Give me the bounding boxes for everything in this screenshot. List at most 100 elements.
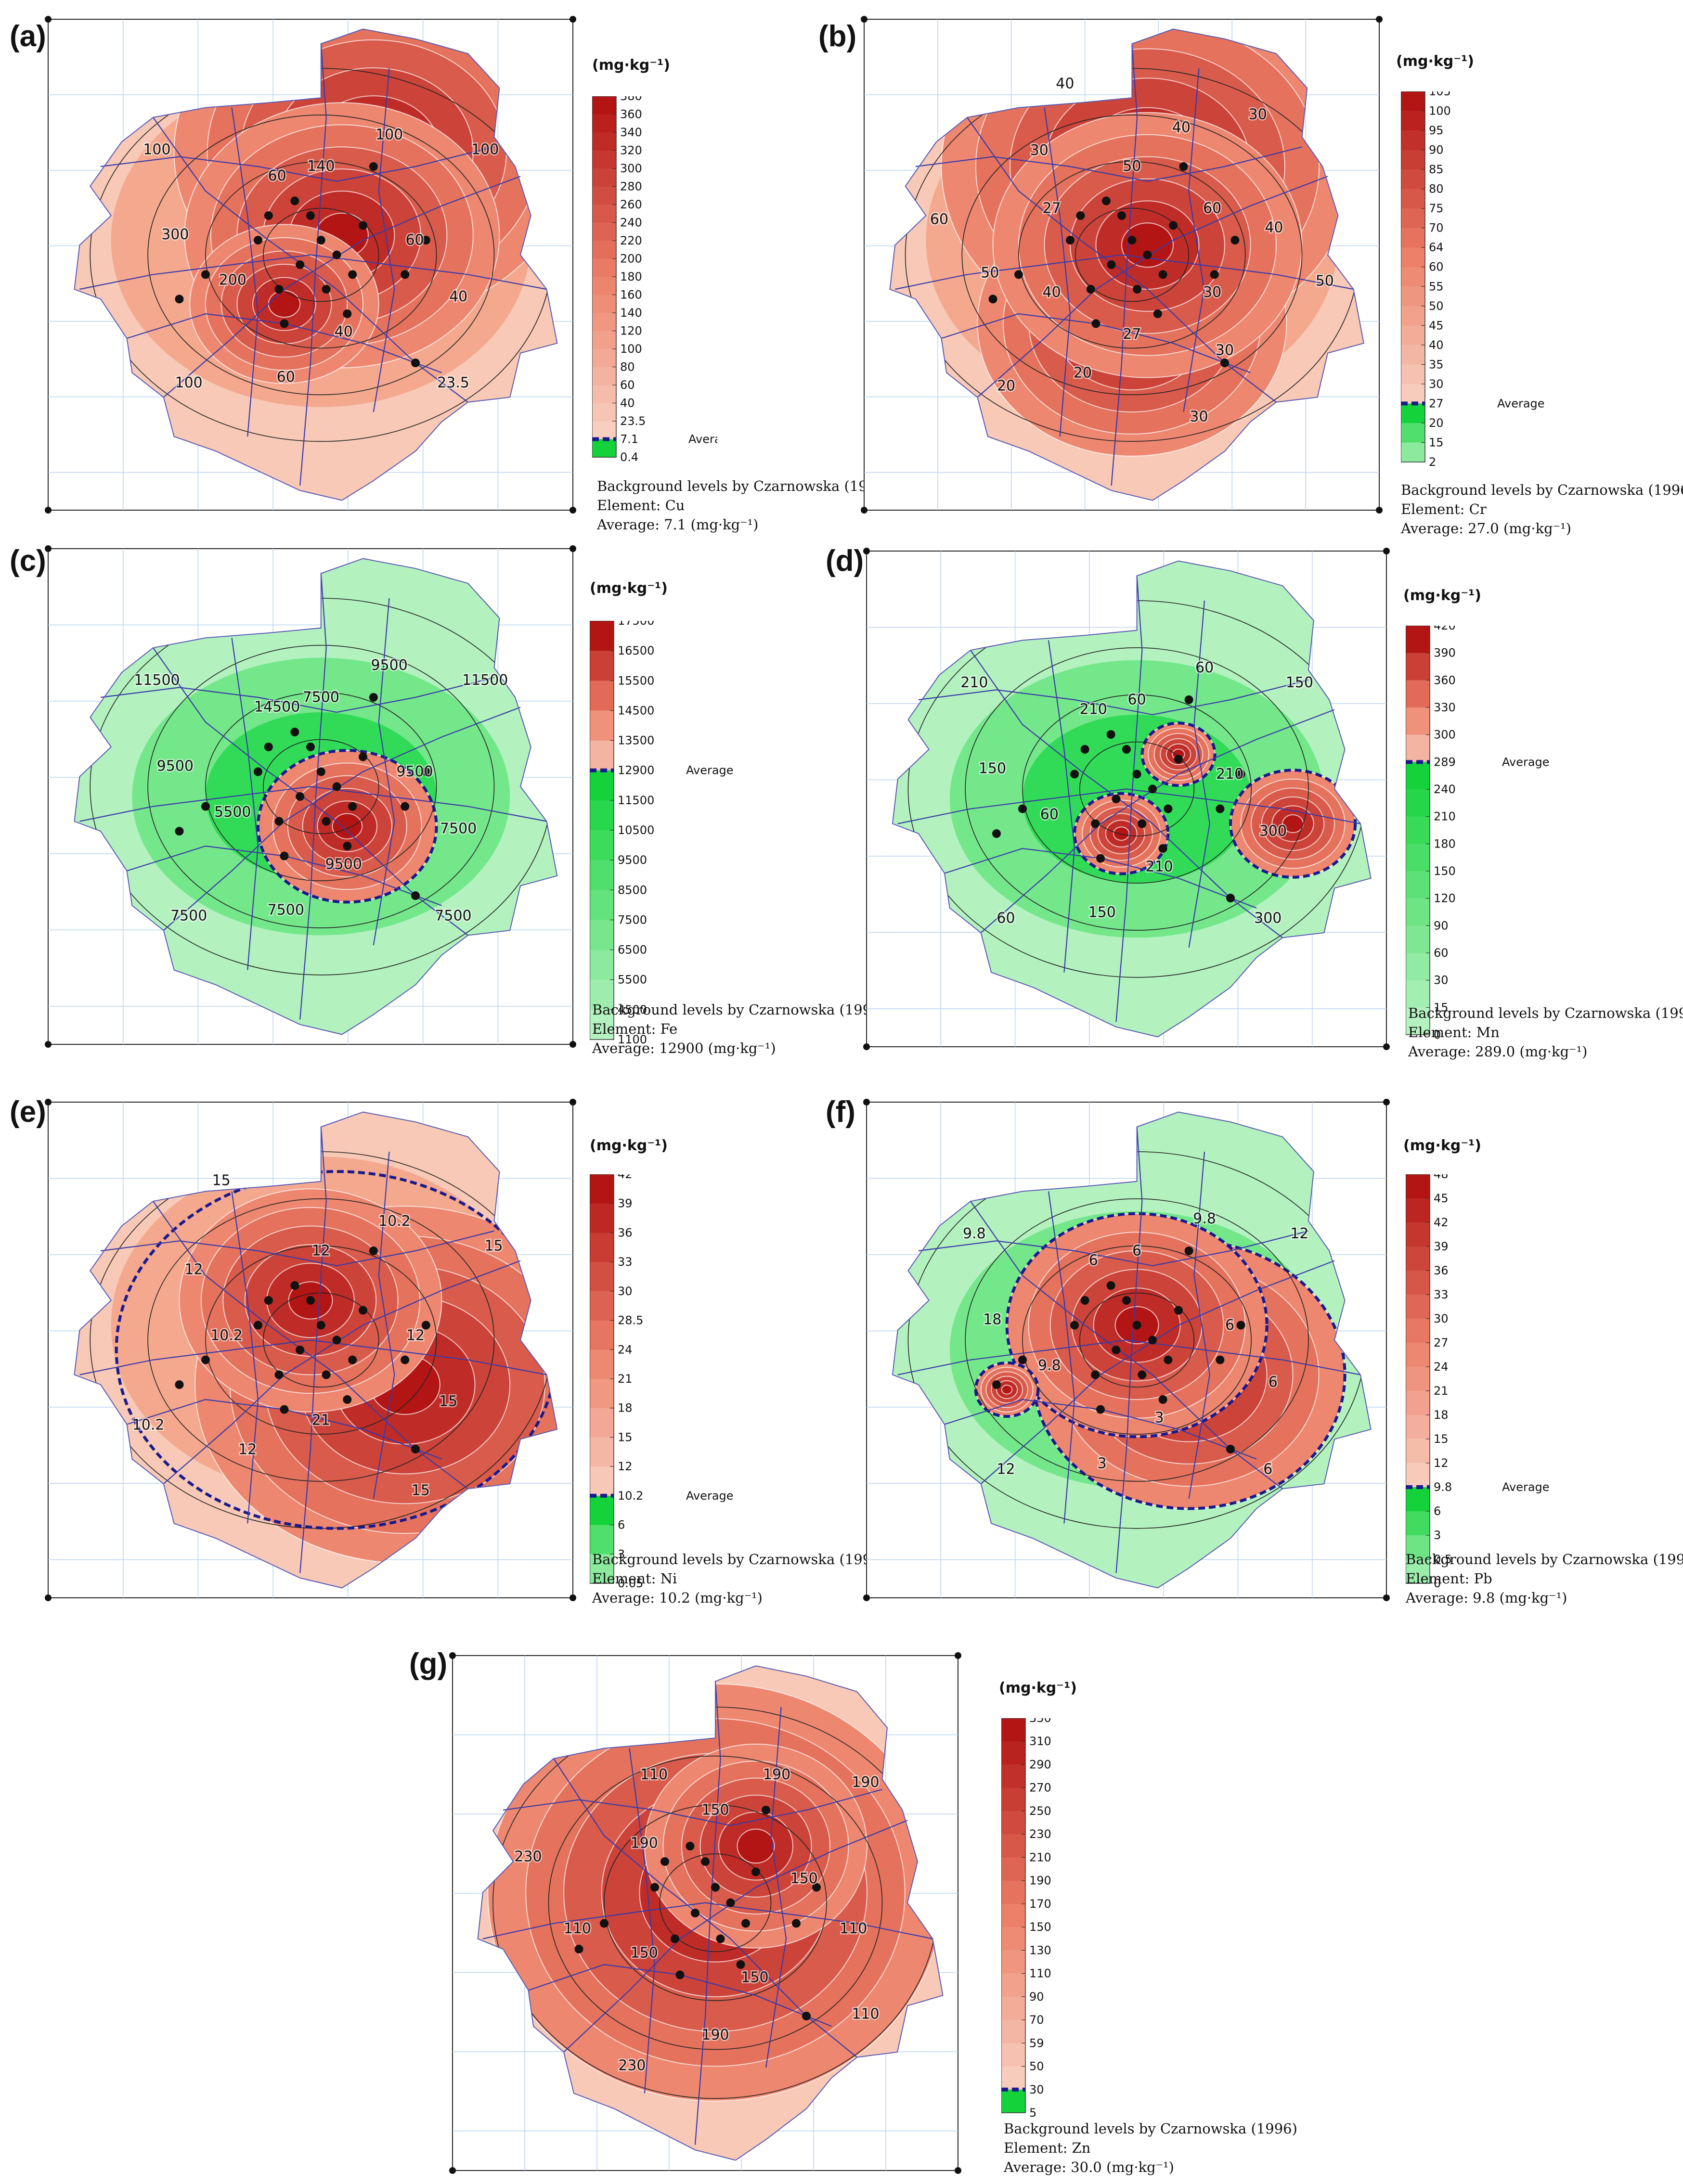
legend-swatch <box>1406 871 1430 899</box>
sampling-point <box>274 1370 284 1379</box>
legend-swatch <box>1001 1927 1025 1951</box>
caption-source: Background levels by Czarnowska (1996) <box>592 1002 886 1018</box>
road <box>980 709 1335 933</box>
contour-label: 18 <box>983 1311 1001 1328</box>
sampling-point <box>1220 359 1229 367</box>
frame-corner <box>570 16 576 23</box>
caption-average: Average: 7.1 (mg·kg⁻¹) <box>597 516 759 533</box>
legend-swatch <box>1001 1903 1025 1927</box>
isoline <box>263 207 379 302</box>
legend-swatch <box>1406 1319 1430 1343</box>
legend-swatch <box>590 1466 614 1496</box>
legend-average-label: Average <box>686 1489 734 1503</box>
road <box>299 43 327 486</box>
road <box>100 1230 494 1267</box>
legend-tick-label: 0 <box>1434 1577 1441 1590</box>
legend-colorbar: 48 45 42 39 36 33 30 27 24 21 18 15 12 Average 9.8 6 3 0.… <box>1406 1174 1550 1590</box>
sampling-point <box>1132 770 1141 779</box>
legend-swatch <box>590 1495 614 1526</box>
legend-swatch <box>1406 1391 1430 1415</box>
sampling-point <box>332 250 341 259</box>
hotspot-contour <box>268 290 301 318</box>
panel-f: (f) 6 9.8 12 6 6 6 3 3 12 9.8 18 9.8 6 (mg·kg⁻¹) 48 4… <box>818 1088 1683 1641</box>
legend-swatch <box>1406 1463 1430 1488</box>
sampling-point <box>369 693 378 702</box>
legend-tick-label: 240 <box>620 216 642 230</box>
legend-swatch <box>592 150 616 169</box>
legend-swatch <box>1001 1950 1025 1974</box>
frame-corner <box>863 1594 870 1601</box>
caption: Background levels by Czarnowska (1996) E… <box>597 476 891 534</box>
legend-tick-label: 380 <box>620 96 642 103</box>
road <box>915 146 1302 182</box>
legend-swatch <box>590 1233 614 1262</box>
isoline <box>1018 161 1246 349</box>
panel-label: (a) <box>10 20 46 53</box>
legend-swatch <box>1406 1271 1430 1295</box>
legend-swatch <box>592 403 616 422</box>
legend-tick-label: 130 <box>1029 1943 1051 1957</box>
legend-tick-label: 50 <box>1029 2060 1044 2073</box>
legend-tick-label: 15 <box>618 1430 633 1444</box>
legend-swatch <box>1401 91 1425 112</box>
contour-label: 60 <box>268 167 286 184</box>
legend-tick-label: 50 <box>1429 299 1444 313</box>
legend-tick-label: 20 <box>1429 416 1444 430</box>
road <box>1044 107 1071 437</box>
legend-tick-label: 39 <box>618 1197 633 1210</box>
legend-tick-label: 105 <box>1429 91 1451 98</box>
sampling-point <box>1112 1346 1121 1354</box>
caption-average: Average: 27.0 (mg·kg⁻¹) <box>1401 520 1571 537</box>
legend-swatch <box>590 800 614 831</box>
road <box>1115 576 1143 1022</box>
legend-swatch <box>1406 680 1430 708</box>
legend-swatch <box>590 770 614 801</box>
legend-tick-label: 220 <box>620 234 642 247</box>
caption-element: Element: Mn <box>1408 1024 1500 1041</box>
legend-swatch <box>1406 816 1430 844</box>
city-boundary <box>892 560 1372 1038</box>
legend-swatch <box>590 1009 614 1040</box>
legend-swatch <box>590 621 614 651</box>
sampling-point <box>660 1857 669 1866</box>
legend-tick-label: 17500 <box>618 621 654 628</box>
legend-tick-label: 13500 <box>618 734 654 747</box>
contour-label: 7500 <box>170 908 207 925</box>
road <box>980 1260 1335 1484</box>
contour-label: 9.8 <box>1193 1210 1216 1227</box>
legend-swatch <box>1001 1811 1025 1835</box>
legend-tick-label: 36 <box>618 1226 633 1239</box>
sampling-point <box>306 1296 315 1305</box>
legend-tick-label: 210 <box>1029 1850 1051 1864</box>
legend-swatch <box>592 313 616 331</box>
contour-label: 40 <box>1265 219 1283 236</box>
frame-corner <box>45 1594 52 1601</box>
legend-swatch <box>590 1262 614 1292</box>
legend-tick-label: 240 <box>1434 783 1456 796</box>
contour-label: 190 <box>763 1766 790 1783</box>
contour-label: 12 <box>184 1261 203 1278</box>
isoline <box>147 1198 495 1482</box>
legend-swatch <box>1401 267 1425 287</box>
sampling-point <box>1230 236 1240 244</box>
frame-corner <box>570 1594 576 1601</box>
legend-tick-label: 90 <box>1429 143 1444 157</box>
sampling-point <box>274 817 284 826</box>
contour-label: 7500 <box>303 689 339 706</box>
legend-swatch <box>1406 626 1430 654</box>
sampling-point <box>306 743 315 751</box>
sampling-point <box>1106 730 1115 739</box>
sampling-point <box>574 1944 583 1953</box>
contour-label: 210 <box>1216 766 1243 783</box>
legend-frame <box>1406 1174 1430 1584</box>
legend-colorbar: 380 360 340 320 300 280 260 240 220 200 180 160 140 1… <box>592 96 717 464</box>
legend-tick-label: 45 <box>1429 319 1444 332</box>
legend-tick-label: 150 <box>1434 864 1456 878</box>
contour-label: 9500 <box>396 763 433 780</box>
caption: Background levels by Czarnowska (1996) E… <box>1401 480 1683 538</box>
legend-swatch <box>1401 150 1425 170</box>
sampling-point <box>1148 784 1157 794</box>
frame-corner <box>861 507 867 514</box>
legend-tick-label: 6 <box>618 1518 625 1532</box>
legend-tick-label: 7500 <box>618 913 647 926</box>
